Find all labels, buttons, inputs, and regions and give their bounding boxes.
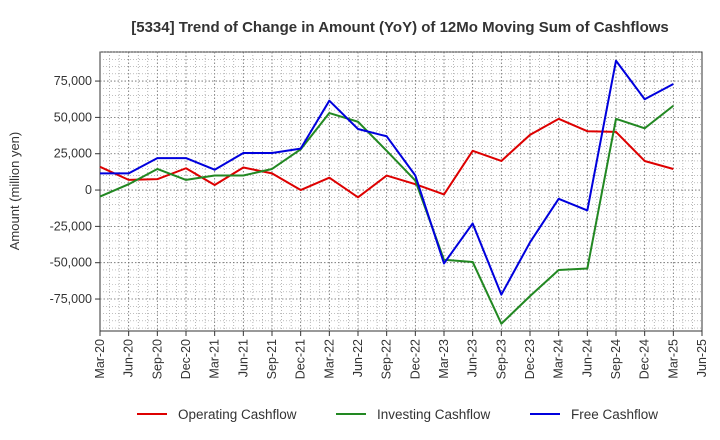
x-tick-label: Sep-20	[150, 339, 164, 379]
x-tick-label: Sep-22	[380, 339, 394, 379]
x-tick-label: Mar-23	[437, 339, 451, 379]
y-tick-label: 75,000	[54, 74, 92, 88]
x-tick-label: Mar-21	[208, 339, 222, 379]
x-tick-label: Dec-20	[179, 339, 193, 379]
x-tick-label: Mar-25	[666, 339, 680, 379]
legend-label-free-cashflow: Free Cashflow	[571, 407, 658, 422]
x-tick-label: Jun-24	[580, 339, 594, 377]
x-tick-label: Sep-24	[609, 339, 623, 379]
plot-area: 75,000 50,000 25,000 0 -25,000 -50,000 -75,000…	[50, 51, 709, 379]
series-line-investing-cashflow	[99, 104, 674, 325]
x-tick-label: Mar-22	[322, 339, 336, 379]
x-tick-label: Jun-22	[351, 339, 365, 377]
x-tick-label: Sep-23	[494, 339, 508, 379]
x-tick-label: Dec-22	[408, 339, 422, 379]
y-tick-label: 25,000	[54, 147, 92, 161]
legend-label-investing-cashflow: Investing Cashflow	[377, 407, 491, 422]
x-tick-label: Jun-23	[466, 339, 480, 377]
x-tick-label: Jun-25	[695, 339, 709, 377]
y-tick-label: -75,000	[50, 292, 92, 306]
plot-frame	[99, 51, 703, 332]
x-tick-label: Jun-21	[236, 339, 250, 377]
x-tick-label: Mar-20	[93, 339, 107, 379]
series-line-free-cashflow	[100, 59, 674, 296]
x-tick-label: Mar-24	[552, 339, 566, 379]
y-tick-label: 0	[85, 183, 92, 197]
y-axis-label: Amount (million yen)	[7, 132, 22, 251]
y-tick-label: -25,000	[50, 219, 92, 233]
chart-title: [5334] Trend of Change in Amount (YoY) o…	[131, 19, 669, 36]
legend-label-operating-cashflow: Operating Cashflow	[178, 407, 297, 422]
x-tick-label: Dec-24	[638, 339, 652, 379]
x-tick-label: Jun-20	[122, 339, 136, 377]
x-tick-label: Sep-21	[265, 339, 279, 379]
x-tick-label: Dec-21	[294, 339, 308, 379]
legend: Operating Cashflow Investing Cashflow Free…	[137, 407, 658, 422]
x-tick-label: Dec-23	[523, 339, 537, 379]
y-tick-label: 50,000	[54, 110, 92, 124]
series-line-operating-cashflow	[99, 117, 674, 199]
y-tick-label: -50,000	[50, 256, 92, 270]
